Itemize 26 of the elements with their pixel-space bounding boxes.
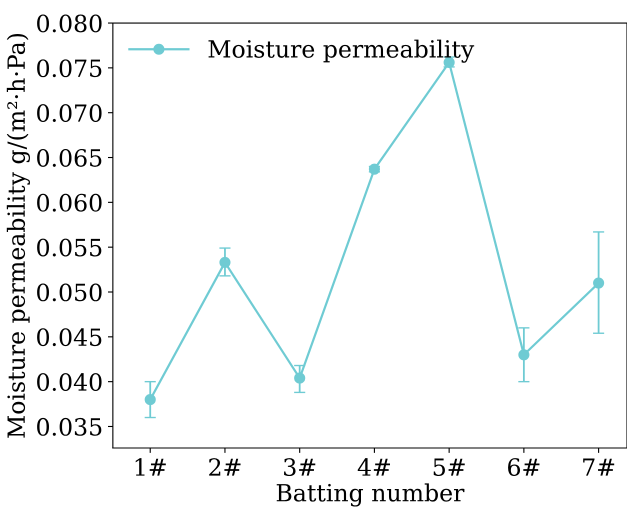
x-tick-label: 3# <box>284 458 316 476</box>
y-tick-label: 0.075 <box>37 59 102 78</box>
y-tick-label: 0.060 <box>37 194 102 212</box>
point <box>219 256 231 268</box>
point <box>518 349 530 360</box>
x-tick-label: 6# <box>508 458 540 476</box>
y-tick-label: 0.040 <box>37 373 102 391</box>
legend-label: Moisture permeability <box>208 40 474 63</box>
x-tick-label: 1# <box>136 458 166 476</box>
x-tick-label: 5# <box>434 458 465 476</box>
y-tick-label: 0.065 <box>37 148 102 167</box>
y-tick-label: 0.050 <box>37 283 102 302</box>
y-axis-title: Moisture permeability g/(m²·h·Pa) <box>6 34 30 438</box>
x-tick-label: 2# <box>209 458 241 476</box>
point <box>368 164 380 175</box>
x-tick-label: 7# <box>583 458 614 476</box>
y-tick-label: 0.045 <box>37 328 102 346</box>
y-tick-label: 0.035 <box>37 418 102 436</box>
x-tick-label: 4# <box>358 458 390 476</box>
point <box>144 394 156 406</box>
y-tick-label: 0.080 <box>37 14 102 32</box>
point <box>593 277 604 289</box>
y-tick-label: 0.055 <box>37 238 102 256</box>
x-axis-title: Batting number <box>276 483 464 507</box>
y-tick-label: 0.070 <box>37 104 102 122</box>
point <box>294 372 306 384</box>
